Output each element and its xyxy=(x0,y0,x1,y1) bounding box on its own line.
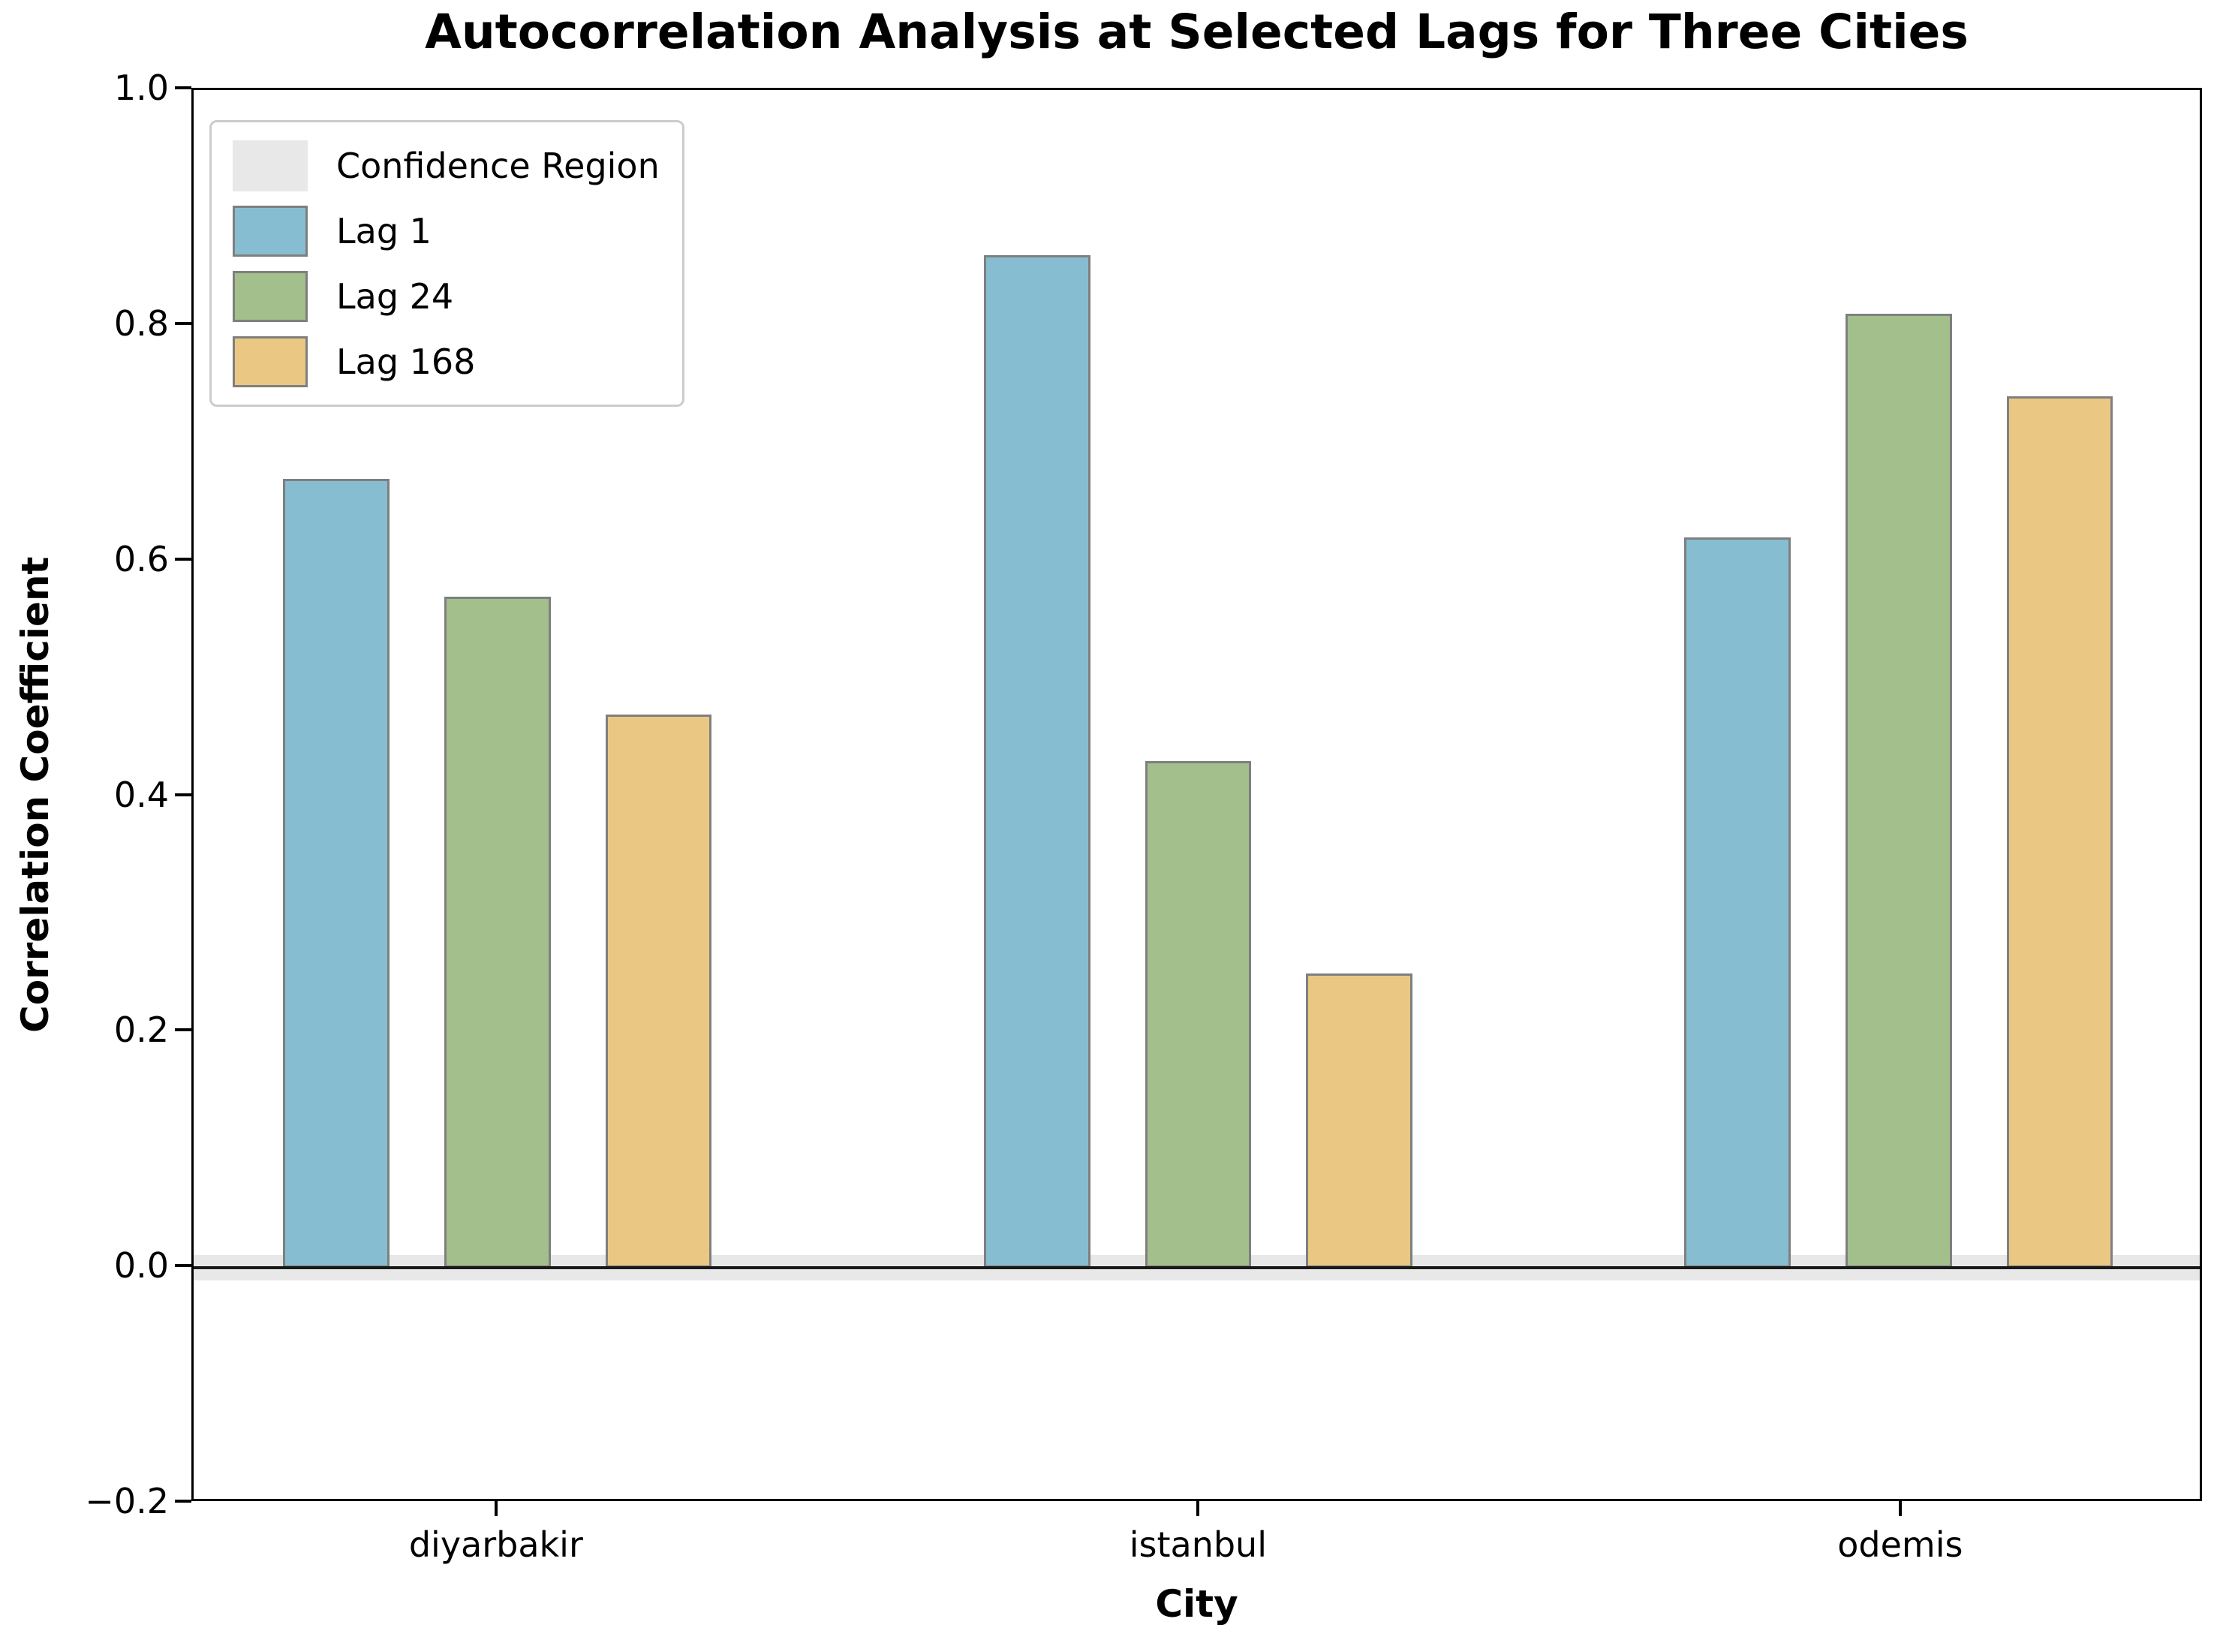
x-axis-label: City xyxy=(1155,1582,1238,1626)
chart-title: Autocorrelation Analysis at Selected Lag… xyxy=(425,5,1969,59)
y-tick-label: 0.6 xyxy=(113,538,169,579)
bar-odemis-lag-24 xyxy=(1845,314,1952,1268)
x-tick-label: istanbul xyxy=(1129,1524,1267,1565)
legend-swatch xyxy=(233,336,308,387)
x-tick-mark xyxy=(1898,1501,1902,1516)
bar-odemis-lag-1 xyxy=(1684,537,1791,1268)
legend-label: Confidence Region xyxy=(336,145,660,186)
x-tick-mark xyxy=(494,1501,498,1516)
legend-label: Lag 24 xyxy=(336,275,454,317)
y-tick-mark xyxy=(175,557,191,561)
plot-area: Confidence Region Lag 1 Lag 24 Lag 168 xyxy=(191,88,2202,1501)
legend-item: Lag 1 xyxy=(233,205,667,257)
y-tick-label: 0.8 xyxy=(113,302,169,344)
bar-istanbul-lag-24 xyxy=(1145,761,1252,1268)
y-tick-mark xyxy=(175,321,191,325)
legend-item: Confidence Region xyxy=(233,140,667,191)
legend-swatch xyxy=(233,140,308,191)
zero-line xyxy=(194,1266,2200,1270)
legend-swatch xyxy=(233,270,308,322)
y-tick-label: 1.0 xyxy=(113,68,169,108)
bar-istanbul-lag-1 xyxy=(983,254,1090,1268)
y-tick-mark xyxy=(175,793,191,796)
bar-istanbul-lag-168 xyxy=(1306,973,1412,1268)
bar-diyarbakir-lag-1 xyxy=(283,478,390,1268)
legend-item: Lag 24 xyxy=(233,270,667,322)
y-tick-mark xyxy=(175,1264,191,1268)
bar-diyarbakir-lag-168 xyxy=(605,714,712,1268)
y-tick-mark xyxy=(175,86,191,89)
x-tick-mark xyxy=(1196,1501,1200,1516)
bar-diyarbakir-lag-24 xyxy=(444,596,551,1268)
y-tick-label: 0.4 xyxy=(113,774,169,815)
x-tick-label: odemis xyxy=(1837,1524,1963,1565)
y-tick-label: −0.2 xyxy=(85,1481,169,1521)
legend: Confidence Region Lag 1 Lag 24 Lag 168 xyxy=(209,120,684,407)
x-tick-label: diyarbakir xyxy=(408,1524,583,1565)
bar-odemis-lag-168 xyxy=(2006,396,2113,1268)
y-tick-mark xyxy=(175,1500,191,1503)
y-tick-mark xyxy=(175,1028,191,1032)
y-tick-label: 0.0 xyxy=(113,1245,169,1286)
legend-label: Lag 1 xyxy=(336,210,432,251)
y-tick-label: 0.2 xyxy=(113,1010,169,1051)
legend-label: Lag 168 xyxy=(336,341,476,382)
legend-swatch xyxy=(233,205,308,257)
legend-item: Lag 168 xyxy=(233,336,667,387)
